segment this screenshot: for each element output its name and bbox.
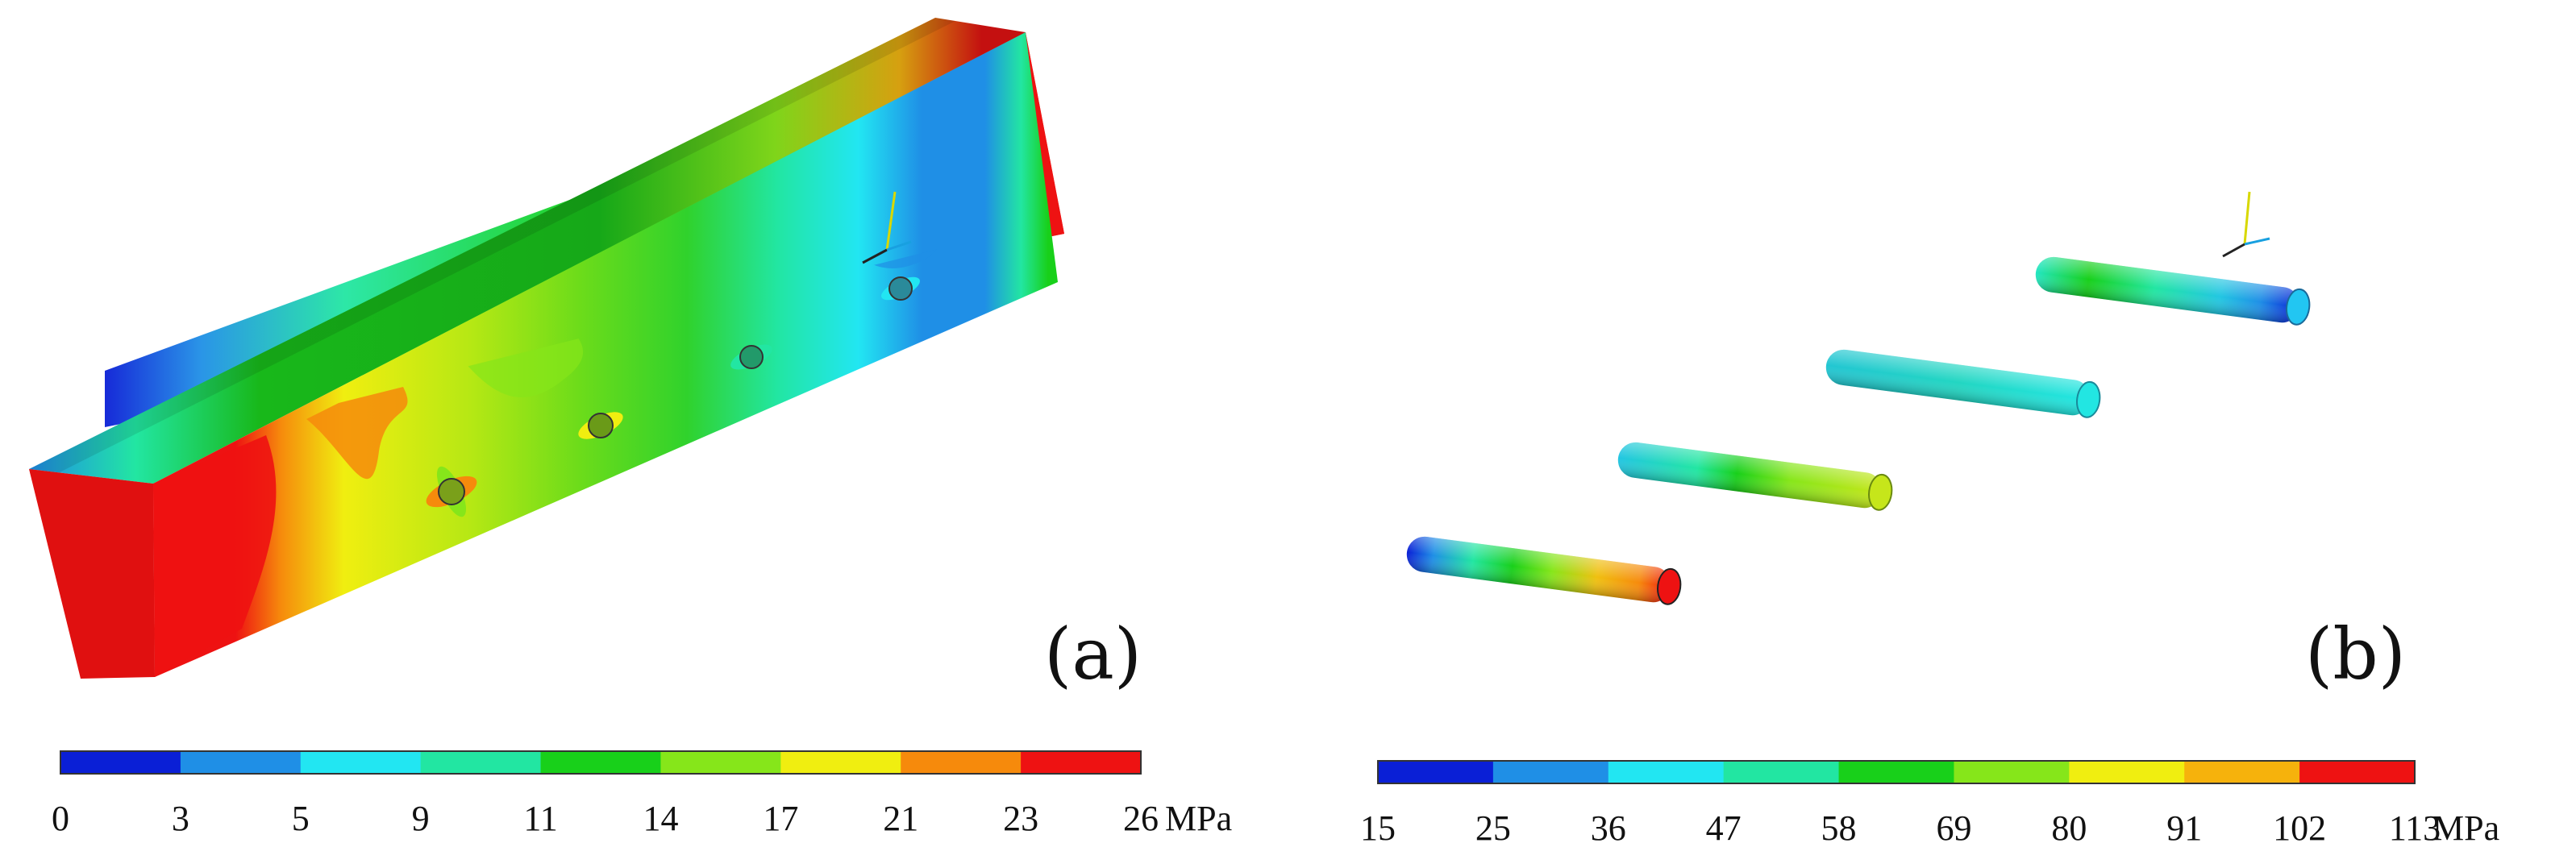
coordinate-axes-icon: [862, 191, 912, 264]
colorbar-b-tick-label: 91: [2166, 808, 2202, 848]
end-face-shade: [29, 469, 155, 679]
colorbar-a-tick-label: 3: [172, 799, 189, 838]
rebar-2: [1617, 442, 1893, 511]
colorbar-b-tick-label: 15: [1360, 808, 1396, 848]
colorbar-b-swatch-6: [2069, 761, 2185, 783]
rebar-hole-4: [881, 276, 920, 301]
top-face-shade: [29, 18, 955, 474]
rebar-hole-3: [730, 344, 772, 370]
colorbar-a: 0 3 5 9 11 14 17 21 23 26 MPa: [52, 750, 1232, 838]
colorbar-a-tick-label: 11: [523, 799, 557, 838]
colorbar-b-swatch-7: [2184, 761, 2300, 783]
colorbar-b-tick-label: 47: [1706, 808, 1742, 848]
colorbar-b-swatch-3: [1723, 761, 1840, 783]
colorbar-a-tick-label: 17: [763, 799, 798, 838]
colorbar-b-swatch-5: [1954, 761, 2070, 783]
colorbar-b-swatch-4: [1838, 761, 1954, 783]
rebar-hole-2: [578, 412, 623, 439]
colorbar-b-unit-label: MPa: [2432, 808, 2499, 848]
colorbar-b-swatch-1: [1492, 761, 1609, 783]
colorbar-a-swatch-4: [540, 751, 661, 774]
colorbar-a-tick-label: 14: [643, 799, 678, 838]
colorbar-a-tick-label: 23: [1003, 799, 1038, 838]
beam-end-face: [29, 469, 155, 679]
colorbar-a-swatch-7: [901, 751, 1022, 774]
colorbar-a-unit-label: MPa: [1165, 799, 1232, 838]
colorbar-b-tick-label: 80: [2051, 808, 2087, 848]
rebar-hole-1: [426, 466, 477, 517]
beam-front-face: [153, 32, 1058, 677]
colorbar-a-tick-label: 0: [52, 799, 69, 838]
colorbar-b-tick-label: 113: [2389, 808, 2441, 848]
colorbar-a-frame: [60, 750, 1142, 775]
panel-a: 0 3 5 9 11 14 17 21 23 26 MPa (a): [29, 18, 1232, 838]
beam-top-face: [29, 18, 1026, 484]
coordinate-axes-icon: [2222, 191, 2270, 258]
colorbar-a-swatch-6: [780, 751, 901, 774]
beam-contour-plot: 0 3 5 9 11 14 17 21 23 26 MPa: [29, 18, 1232, 838]
rebar-4: [2035, 256, 2311, 326]
colorbar-a-swatch-3: [420, 751, 542, 774]
colorbar-b-tick-label: 58: [1821, 808, 1857, 848]
colorbar-a-tick-label: 9: [412, 799, 430, 838]
colorbar-b-frame: [1377, 760, 2416, 784]
colorbar-b-swatch-2: [1608, 761, 1725, 783]
colorbar-b-swatch-0: [1378, 761, 1494, 783]
colorbar-b-tick-label: 69: [1936, 808, 1971, 848]
colorbar-a-swatch-5: [660, 751, 781, 774]
panel-label-a: (a): [1044, 613, 1142, 696]
colorbar-b-tick-label: 36: [1591, 808, 1626, 848]
colorbar-b-tick-label: 25: [1475, 808, 1511, 848]
colorbar-a-swatch-0: [60, 751, 181, 774]
colorbar-b-tick-label: 102: [2273, 808, 2326, 848]
colorbar-a-tick-label: 5: [292, 799, 310, 838]
panel-b: 15 25 36 47 58 69 80 91 102 113 MPa (b): [1288, 0, 2576, 864]
rebar-1: [1406, 536, 1682, 605]
colorbar-a-swatch-8: [1021, 751, 1142, 774]
colorbar-a-swatch-1: [180, 751, 302, 774]
colorbar-a-swatch-2: [300, 751, 422, 774]
colorbar-a-tick-label: 26: [1123, 799, 1159, 838]
rebar-3: [1825, 349, 2101, 418]
colorbar-b-swatch-8: [2299, 761, 2416, 783]
colorbar-a-tick-label: 21: [883, 799, 918, 838]
panel-label-b: (b): [2305, 613, 2406, 696]
